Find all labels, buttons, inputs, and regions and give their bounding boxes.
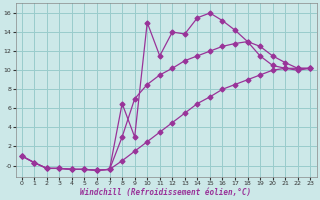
X-axis label: Windchill (Refroidissement éolien,°C): Windchill (Refroidissement éolien,°C): [80, 188, 252, 197]
